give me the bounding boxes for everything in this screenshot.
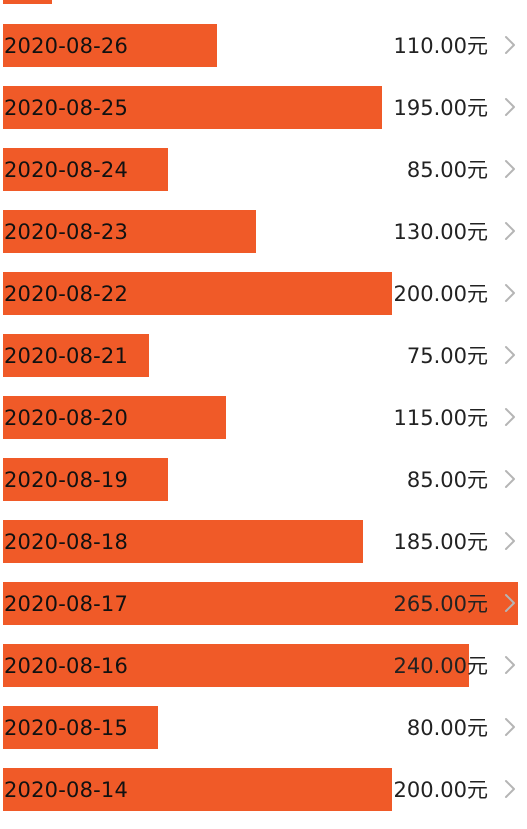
chevron-right-icon[interactable] (502, 34, 518, 56)
amount-bar (3, 706, 158, 749)
chevron-right-icon[interactable] (502, 158, 518, 180)
row-date: 2020-08-17 (4, 592, 129, 616)
amount-bar (3, 272, 392, 315)
list-item[interactable]: 2020-08-20 115.00元 (0, 395, 527, 457)
row-amount: 130.00元 (393, 220, 488, 244)
row-date: 2020-08-21 (4, 344, 129, 368)
chevron-right-icon[interactable] (502, 778, 518, 800)
amount-bar (3, 644, 469, 687)
amount-bar (3, 396, 226, 439)
previous-row-bar-fragment (3, 0, 52, 4)
chevron-right-icon[interactable] (502, 468, 518, 490)
row-amount: 80.00元 (406, 716, 488, 740)
row-amount: 110.00元 (393, 34, 488, 58)
amount-bar (3, 520, 363, 563)
chevron-right-icon[interactable] (502, 220, 518, 242)
row-date: 2020-08-24 (4, 158, 129, 182)
chevron-right-icon[interactable] (502, 344, 518, 366)
list-item[interactable]: 2020-08-17 265.00元 (0, 581, 527, 643)
amount-bar (3, 582, 518, 625)
row-date: 2020-08-25 (4, 96, 129, 120)
row-amount: 200.00元 (393, 778, 488, 802)
row-date: 2020-08-14 (4, 778, 129, 802)
list-item[interactable]: 2020-08-18 185.00元 (0, 519, 527, 581)
row-date: 2020-08-15 (4, 716, 129, 740)
list-item[interactable]: 2020-08-26 110.00元 (0, 23, 527, 85)
chevron-right-icon[interactable] (502, 530, 518, 552)
row-amount: 195.00元 (393, 96, 488, 120)
row-amount: 185.00元 (393, 530, 488, 554)
amount-bar (3, 86, 382, 129)
row-date: 2020-08-16 (4, 654, 129, 678)
row-amount: 115.00元 (393, 406, 488, 430)
row-date: 2020-08-22 (4, 282, 129, 306)
chevron-right-icon[interactable] (502, 282, 518, 304)
amount-bar (3, 334, 149, 377)
amount-bar (3, 148, 168, 191)
row-amount: 85.00元 (406, 158, 488, 182)
row-date: 2020-08-20 (4, 406, 129, 430)
list-item[interactable]: 2020-08-24 85.00元 (0, 147, 527, 209)
list-item[interactable]: 2020-08-15 80.00元 (0, 705, 527, 767)
list-item[interactable]: 2020-08-22 200.00元 (0, 271, 527, 333)
chevron-right-icon[interactable] (502, 96, 518, 118)
row-amount: 265.00元 (393, 592, 488, 616)
amount-bar (3, 768, 392, 811)
list-item[interactable]: 2020-08-23 130.00元 (0, 209, 527, 271)
row-amount: 75.00元 (406, 344, 488, 368)
chevron-right-icon[interactable] (502, 406, 518, 428)
chevron-right-icon[interactable] (502, 592, 518, 614)
row-date: 2020-08-18 (4, 530, 129, 554)
chevron-right-icon[interactable] (502, 716, 518, 738)
row-amount: 240.00元 (393, 654, 488, 678)
list-item[interactable]: 2020-08-14 200.00元 (0, 767, 527, 829)
row-amount: 200.00元 (393, 282, 488, 306)
row-amount: 85.00元 (406, 468, 488, 492)
amount-bar (3, 24, 217, 67)
list-item[interactable]: 2020-08-25 195.00元 (0, 85, 527, 147)
amount-bar (3, 210, 256, 253)
amount-bar (3, 458, 168, 501)
row-date: 2020-08-26 (4, 34, 129, 58)
list-item[interactable]: 2020-08-16 240.00元 (0, 643, 527, 705)
chevron-right-icon[interactable] (502, 654, 518, 676)
row-date: 2020-08-19 (4, 468, 129, 492)
list-item[interactable]: 2020-08-19 85.00元 (0, 457, 527, 519)
list-item[interactable]: 2020-08-21 75.00元 (0, 333, 527, 395)
row-date: 2020-08-23 (4, 220, 129, 244)
